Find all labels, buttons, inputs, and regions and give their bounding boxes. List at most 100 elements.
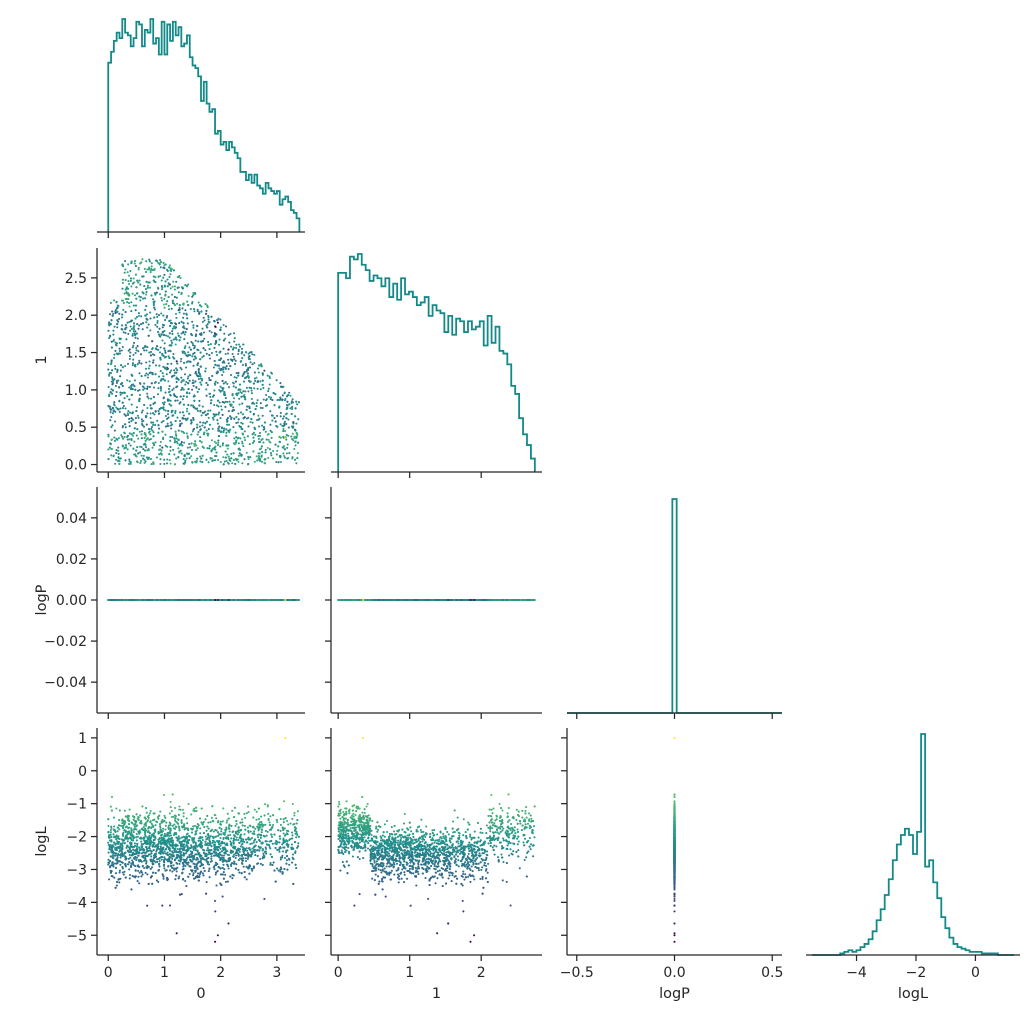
scatter-point [184,454,186,456]
scatter-point [129,305,131,307]
scatter-point [142,424,144,426]
scatter-point [202,422,204,424]
scatter-point [116,323,118,325]
scatter-point [233,397,235,399]
scatter-point [154,292,156,294]
scatter-point [187,382,189,384]
scatter-point [160,333,162,335]
scatter-point [203,355,205,357]
scatter-point [127,414,129,416]
scatter-point [121,264,123,266]
scatter-point [295,462,297,464]
scatter-point [223,324,225,326]
scatter-point [223,392,225,394]
scatter-point [261,445,263,447]
scatter-point [178,335,180,337]
scatter-point [243,381,245,383]
scatter-point [262,407,264,409]
scatter-point [111,438,113,440]
scatter-point [238,389,240,391]
scatter-point [108,337,110,339]
scatter-point [179,277,181,279]
scatter-point [215,342,217,344]
scatter-point [293,448,295,450]
scatter-point [184,384,186,386]
scatter-point [256,405,258,407]
y-axis-label: 1 [34,355,50,364]
scatter-point [252,422,254,424]
scatter-point [288,403,290,405]
scatter-point [225,435,227,437]
scatter-point [253,413,255,415]
scatter-point [197,433,199,435]
scatter-point [278,461,280,463]
scatter-point [218,430,220,432]
scatter-point [261,425,263,427]
scatter-point [295,407,297,409]
scatter-point [159,445,161,447]
scatter-point [122,346,124,348]
scatter-point [237,372,239,374]
scatter-point [130,301,132,303]
scatter-point [169,319,171,321]
scatter-point [232,426,234,428]
scatter-point [222,366,224,368]
scatter-point [144,450,146,452]
scatter-point [200,311,202,313]
scatter-point [228,410,230,412]
scatter-point [137,345,139,347]
scatter-point [206,395,208,397]
scatter-point [142,409,144,411]
scatter-point [283,424,285,426]
scatter-point [177,378,179,380]
scatter-point [154,424,156,426]
scatter-point [160,386,162,388]
scatter-point [119,407,121,409]
scatter-point [252,442,254,444]
scatter-point [133,322,135,324]
scatter-point [240,454,242,456]
scatter-point [174,410,176,412]
hist-1 [331,254,542,478]
scatter-point [145,435,147,437]
scatter-point [119,391,121,393]
scatter-point [176,362,178,364]
scatter-point [176,385,178,387]
scatter-point [132,359,134,361]
scatter-point [279,441,281,443]
scatter-point [205,414,207,416]
scatter-point [248,355,250,357]
scatter-point [201,328,203,330]
scatter-point [181,444,183,446]
scatter-point [246,409,248,411]
scatter-point [209,445,211,447]
scatter-point [175,458,177,460]
scatter-point [239,391,241,393]
scatter-point [244,439,246,441]
scatter-point [210,343,212,345]
scatter-point [198,400,200,402]
scatter-point [157,424,159,426]
scatter-point [163,463,165,465]
scatter-point [122,385,124,387]
scatter-point [176,297,178,299]
scatter-point [162,326,164,328]
scatter-point [267,390,269,392]
scatter-point [142,347,144,349]
scatter-point [214,445,216,447]
scatter-point [108,386,110,388]
scatter-point [196,424,198,426]
scatter-point [130,325,132,327]
scatter-point [121,324,123,326]
scatter-point [113,299,115,301]
scatter-point [118,453,120,455]
scatter-point [164,434,166,436]
scatter-point [173,454,175,456]
y-tick-label: 0.0 [65,458,87,474]
scatter-point [177,442,179,444]
scatter-point [196,329,198,331]
scatter-point [116,342,118,344]
scatter-point [184,333,186,335]
scatter-point [124,447,126,449]
scatter-point [222,371,224,373]
